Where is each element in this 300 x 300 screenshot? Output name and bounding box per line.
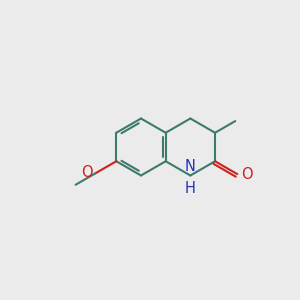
Text: O: O — [81, 165, 93, 180]
Text: H: H — [185, 181, 196, 196]
Text: N: N — [185, 159, 196, 174]
Text: O: O — [241, 167, 253, 182]
